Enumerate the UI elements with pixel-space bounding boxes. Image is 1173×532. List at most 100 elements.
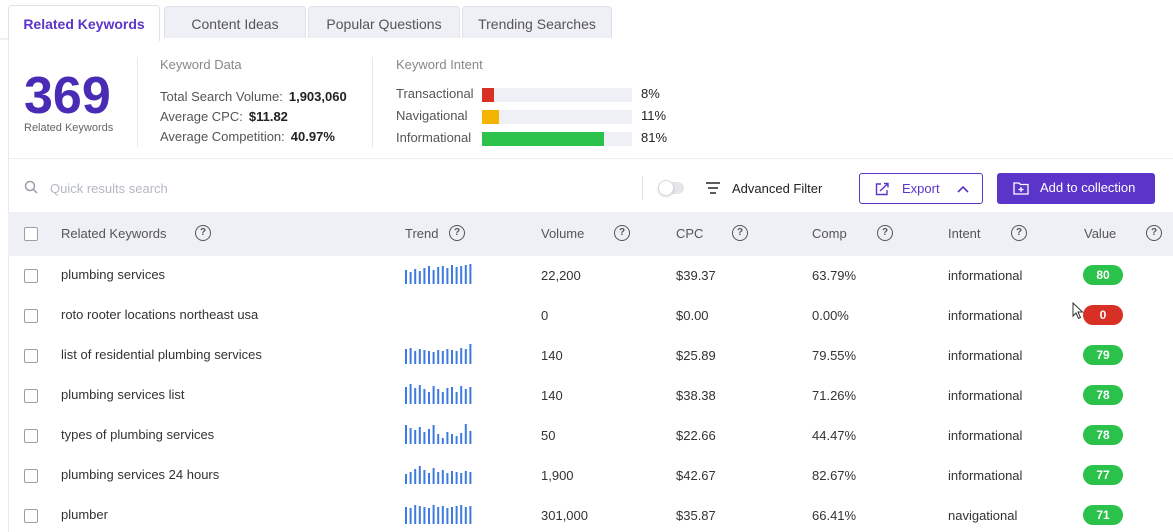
tab-content-ideas[interactable]: Content Ideas (164, 6, 306, 40)
value-badge: 0 (1083, 305, 1123, 325)
keyword-link[interactable]: plumbing services list (61, 387, 185, 402)
trend-bar (446, 473, 449, 484)
volume-cell: 0 (541, 308, 549, 323)
col-trend[interactable]: Trend (405, 226, 439, 241)
table-row[interactable]: plumbing services 22,200 $39.37 63.79% i… (8, 255, 1173, 295)
trend-bar (460, 433, 463, 444)
row-checkbox[interactable] (24, 509, 38, 523)
intent-cell: informational (948, 348, 1023, 363)
help-icon[interactable]: ? (1011, 225, 1027, 241)
intent-label: Informational (396, 130, 472, 145)
trend-bar (441, 470, 444, 484)
volume-cell: 22,200 (541, 268, 581, 283)
tab-trending-searches[interactable]: Trending Searches (462, 6, 612, 40)
col-value[interactable]: Value (1084, 226, 1117, 241)
trend-bar (418, 385, 421, 404)
trend-bar (441, 266, 444, 284)
trend-bar (405, 425, 407, 444)
row-checkbox[interactable] (24, 309, 38, 323)
table-row[interactable]: plumbing services 24 hours 1,900 $42.67 … (8, 455, 1173, 495)
trend-bar (441, 392, 444, 404)
trend-bar (446, 349, 449, 364)
help-icon[interactable]: ? (614, 225, 630, 241)
trend-bar (409, 384, 412, 404)
trend-sparkline (405, 384, 472, 404)
value-badge: 71 (1083, 505, 1123, 525)
intent-bar-fill (482, 88, 494, 102)
help-icon[interactable]: ? (732, 225, 748, 241)
trend-bar (409, 472, 412, 484)
avg-cpc-value: $11.82 (248, 109, 288, 124)
value-badge: 80 (1083, 265, 1123, 285)
trend-bar (446, 268, 449, 284)
tab-related-keywords[interactable]: Related Keywords (8, 5, 160, 41)
col-comp[interactable]: Comp (812, 226, 847, 241)
row-checkbox[interactable] (24, 349, 38, 363)
summary-divider (137, 57, 138, 147)
col-cpc[interactable]: CPC (676, 226, 704, 241)
add-to-collection-button[interactable]: Add to collection (997, 173, 1155, 204)
col-volume[interactable]: Volume (541, 226, 585, 241)
table-row[interactable]: roto rooter locations northeast usa 0 $0… (8, 295, 1173, 335)
row-checkbox[interactable] (24, 469, 38, 483)
trend-bar (432, 270, 435, 284)
keyword-count: 369 (24, 67, 111, 125)
comp-cell: 79.55% (812, 348, 857, 363)
search-input[interactable] (50, 177, 610, 199)
comp-cell: 82.67% (812, 468, 857, 483)
keyword-link[interactable]: plumber (61, 507, 108, 522)
select-all-checkbox[interactable] (24, 227, 38, 241)
toggle-knob (658, 180, 674, 196)
trend-bar (469, 387, 472, 404)
trend-bar (460, 386, 463, 404)
export-label: Export (902, 181, 940, 196)
intent-cell: informational (948, 308, 1023, 323)
trend-bar (405, 270, 407, 284)
keyword-intent-title: Keyword Intent (396, 57, 483, 72)
trend-bar (432, 352, 435, 364)
row-checkbox[interactable] (24, 269, 38, 283)
intent-bar-fill (482, 132, 604, 146)
help-icon[interactable]: ? (1146, 225, 1162, 241)
trend-bar (460, 473, 463, 484)
table-row[interactable]: plumber 301,000 $35.87 66.41% navigation… (8, 495, 1173, 532)
intent-row-navigational: Navigational 11% (396, 108, 696, 126)
comp-cell: 66.41% (812, 508, 857, 523)
help-icon[interactable]: ? (195, 225, 211, 241)
keyword-link[interactable]: roto rooter locations northeast usa (61, 307, 259, 322)
summary-divider (372, 57, 373, 147)
value-badge: 78 (1083, 385, 1123, 405)
table-row[interactable]: plumbing services list 140 $38.38 71.26%… (8, 375, 1173, 415)
table-row[interactable]: list of residential plumbing services 14… (8, 335, 1173, 375)
value-badge: 78 (1083, 425, 1123, 445)
help-icon[interactable]: ? (449, 225, 465, 241)
help-icon[interactable]: ? (877, 225, 893, 241)
table-row[interactable]: types of plumbing services 50 $22.66 44.… (8, 415, 1173, 455)
intent-cell: informational (948, 428, 1023, 443)
trend-bar (451, 350, 453, 364)
trend-bar (423, 432, 426, 444)
row-checkbox[interactable] (24, 389, 38, 403)
export-button[interactable]: Export (859, 173, 983, 204)
row-checkbox[interactable] (24, 429, 38, 443)
advanced-filter-toggle[interactable] (658, 180, 684, 196)
trend-bar (432, 425, 435, 444)
cpc-cell: $25.89 (676, 348, 716, 363)
trend-bar (455, 267, 458, 284)
col-related-keywords[interactable]: Related Keywords (61, 226, 167, 241)
keyword-link[interactable]: plumbing services (61, 267, 166, 282)
volume-cell: 140 (541, 348, 563, 363)
trend-bar (451, 265, 453, 284)
trend-bar (464, 349, 467, 364)
trend-bar (405, 474, 407, 484)
keyword-link[interactable]: types of plumbing services (61, 427, 215, 442)
trend-bar (469, 431, 472, 444)
intent-bar-fill (482, 110, 499, 124)
keyword-link[interactable]: list of residential plumbing services (61, 347, 262, 362)
keyword-link[interactable]: plumbing services 24 hours (61, 467, 220, 482)
tab-popular-questions[interactable]: Popular Questions (308, 6, 460, 40)
col-intent[interactable]: Intent (948, 226, 981, 241)
advanced-filter-label[interactable]: Advanced Filter (732, 181, 823, 196)
trend-bar (437, 350, 440, 364)
trend-bar (437, 267, 440, 284)
